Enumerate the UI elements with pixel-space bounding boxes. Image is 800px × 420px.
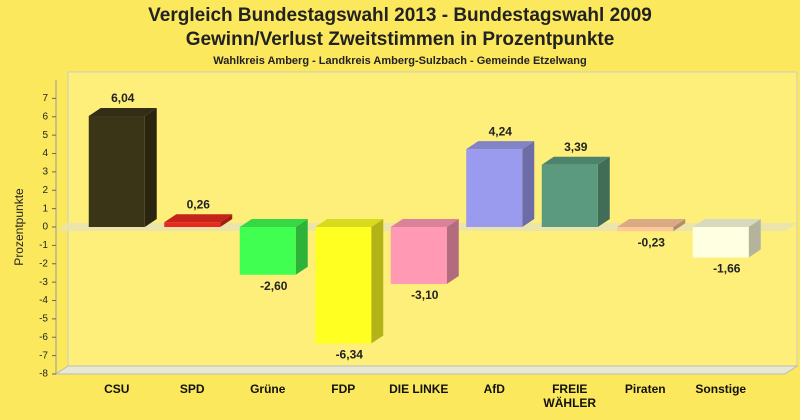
bar-top bbox=[239, 219, 308, 227]
y-tick-label: 6 bbox=[42, 111, 48, 122]
bar-side bbox=[371, 219, 384, 344]
bar bbox=[541, 164, 598, 227]
chart-title: Gewinn/Verlust Zweitstimmen in Prozentpu… bbox=[186, 29, 615, 50]
x-tick-label: SPD bbox=[179, 382, 205, 396]
y-tick-label: -3 bbox=[39, 277, 48, 288]
bar-side bbox=[144, 108, 157, 227]
y-axis-label: Prozentpunkte bbox=[12, 188, 26, 266]
bar-side bbox=[748, 219, 761, 258]
bar-side bbox=[295, 219, 308, 275]
bar-side bbox=[522, 141, 535, 227]
y-tick-label: 3 bbox=[42, 167, 48, 178]
y-tick-label: 2 bbox=[42, 185, 48, 196]
chart-subtitle: Wahlkreis Amberg - Landkreis Amberg-Sulz… bbox=[213, 55, 586, 67]
bar-top bbox=[541, 156, 610, 165]
bar-top bbox=[88, 108, 157, 117]
value-label: -2,60 bbox=[260, 279, 288, 293]
bar-side bbox=[446, 219, 459, 284]
value-label: 3,39 bbox=[564, 140, 588, 154]
value-label: -6,34 bbox=[336, 348, 364, 362]
y-tick-label: -6 bbox=[39, 332, 48, 343]
bar bbox=[466, 149, 523, 227]
y-tick-label: 7 bbox=[42, 93, 48, 104]
x-tick-label: DIE LINKE bbox=[389, 382, 449, 396]
value-label: -3,10 bbox=[411, 288, 439, 302]
x-tick-label: Sonstige bbox=[695, 382, 747, 396]
chart-title: Vergleich Bundestagswahl 2013 - Bundesta… bbox=[148, 5, 652, 26]
y-tick-label: 0 bbox=[42, 222, 48, 233]
y-tick-label: -5 bbox=[39, 314, 48, 325]
x-tick-label: AfD bbox=[483, 382, 505, 396]
bar-side bbox=[673, 219, 686, 232]
bar bbox=[692, 227, 749, 258]
bar bbox=[390, 227, 447, 284]
value-label: -0,23 bbox=[638, 235, 666, 249]
bar bbox=[164, 222, 221, 227]
value-label: 4,24 bbox=[489, 124, 513, 138]
x-tick-label: Piraten bbox=[624, 382, 666, 396]
plot-floor bbox=[54, 365, 799, 375]
value-label: 6,04 bbox=[111, 91, 135, 105]
x-tick-label: FREIE WÄHLER bbox=[543, 382, 597, 410]
bar bbox=[88, 116, 145, 227]
y-tick-label: -8 bbox=[39, 369, 48, 380]
bar-top bbox=[617, 219, 686, 227]
y-tick-label: 4 bbox=[42, 148, 48, 159]
y-tick-label: -1 bbox=[39, 240, 48, 251]
x-tick-label: Grüne bbox=[250, 382, 286, 396]
bar-side bbox=[220, 214, 233, 227]
bar bbox=[617, 227, 674, 232]
bar-top bbox=[466, 141, 535, 150]
bar bbox=[239, 227, 296, 275]
x-tick-label: CSU bbox=[104, 382, 130, 396]
value-label: 0,26 bbox=[187, 197, 211, 211]
y-tick-label: 5 bbox=[42, 130, 48, 141]
bar-top bbox=[315, 219, 384, 227]
x-tick-label: FDP bbox=[331, 382, 356, 396]
bar-top bbox=[390, 219, 459, 227]
bar-top bbox=[692, 219, 761, 227]
y-tick-label: -4 bbox=[39, 295, 48, 306]
y-tick-label: -2 bbox=[39, 258, 48, 269]
bar bbox=[315, 227, 372, 344]
y-tick-label: -7 bbox=[39, 350, 48, 361]
bar-top bbox=[164, 214, 233, 223]
value-label: -1,66 bbox=[713, 262, 741, 276]
y-tick-label: 1 bbox=[42, 203, 48, 214]
bar-side bbox=[597, 156, 610, 227]
